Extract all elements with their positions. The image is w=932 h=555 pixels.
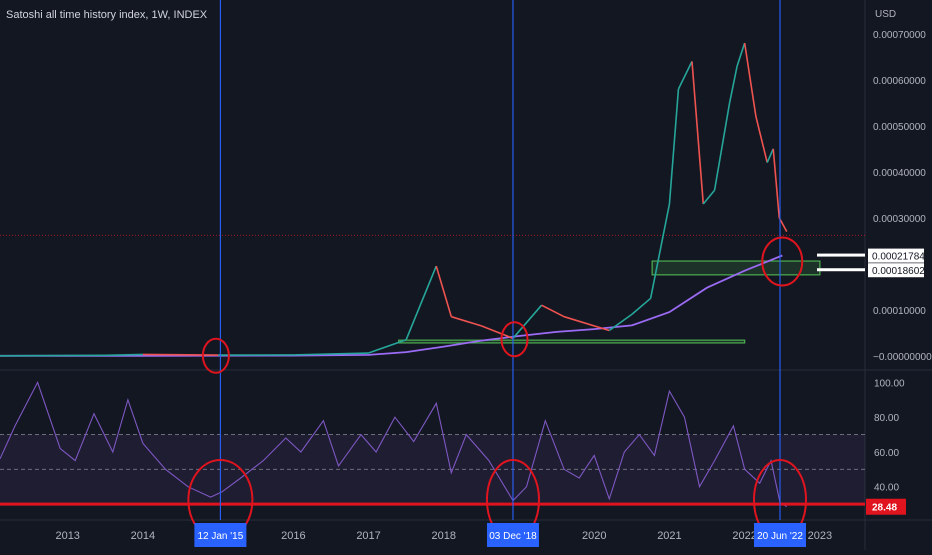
- price-tick-label: 0.00030000: [873, 214, 926, 225]
- chart-title: Satoshi all time history index, 1W, INDE…: [6, 9, 207, 21]
- year-tick-label: 2021: [657, 530, 681, 542]
- price-marker-label-0: 0.00021784: [872, 252, 925, 263]
- price-segment: [105, 354, 143, 355]
- year-tick-label: 2022: [732, 530, 756, 542]
- rsi-tick-label: 100.00: [874, 378, 905, 389]
- year-tick-label: 2017: [356, 530, 380, 542]
- price-tick-label: 0.00010000: [873, 306, 926, 317]
- currency-label: USD: [875, 9, 896, 20]
- price-tick-label: 0.00060000: [873, 76, 926, 87]
- price-marker-bar-1: [817, 268, 865, 271]
- year-tick-label: 2014: [131, 530, 155, 542]
- year-tick-label: 2013: [55, 530, 79, 542]
- rsi-tick-label: 40.00: [874, 483, 899, 494]
- rsi-tick-label: 60.00: [874, 448, 899, 459]
- year-tick-label: 2018: [432, 530, 456, 542]
- event-date-label-0: 12 Jan '15: [197, 531, 243, 542]
- price-tick-label: 0.00050000: [873, 122, 926, 133]
- support-zone-0: [399, 340, 745, 343]
- year-tick-label: 2023: [808, 530, 832, 542]
- rsi-current-label: 28.48: [872, 503, 897, 514]
- year-tick-label: 2020: [582, 530, 606, 542]
- price-tick-label: 0.00070000: [873, 30, 926, 41]
- support-zone-1: [652, 261, 820, 275]
- price-marker-label-1: 0.00018602: [872, 266, 925, 277]
- price-tick-label: 0.00040000: [873, 168, 926, 179]
- event-date-label-2: 20 Jun '22: [757, 531, 803, 542]
- year-tick-label: 2016: [281, 530, 305, 542]
- price-marker-bar-0: [817, 254, 865, 257]
- price-segment: [143, 354, 218, 355]
- event-date-label-1: 03 Dec '18: [489, 531, 537, 542]
- rsi-tick-label: 80.00: [874, 413, 899, 424]
- price-tick-label: −0.00000000: [873, 352, 932, 363]
